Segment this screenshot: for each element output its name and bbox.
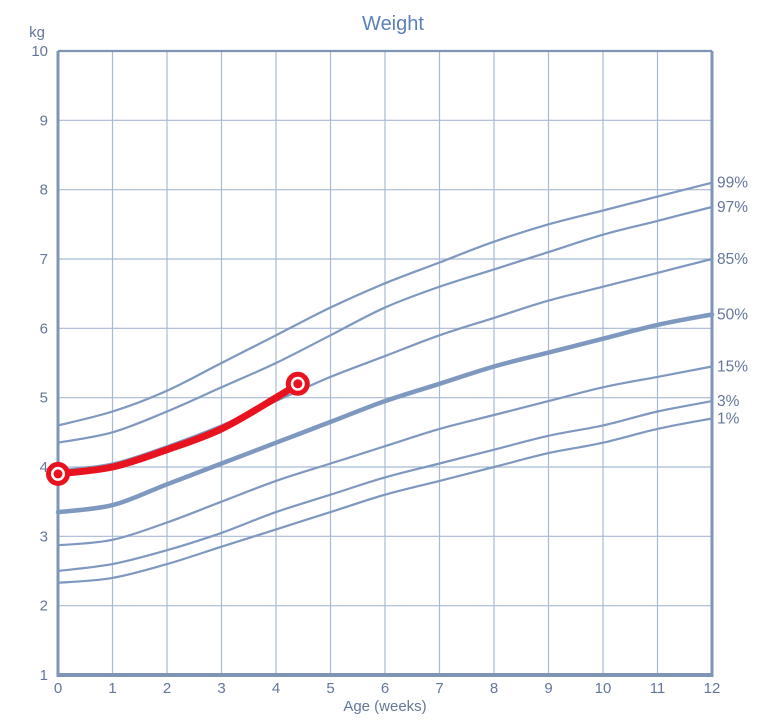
y-tick-label: 9 — [40, 112, 48, 129]
percentile-label-15: 15% — [717, 358, 748, 375]
x-axis-label: Age (weeks) — [343, 698, 426, 715]
patient-weight-line — [54, 380, 302, 478]
y-tick-label: 3 — [40, 528, 48, 545]
x-tick-label: 5 — [326, 680, 334, 697]
x-tick-label: 10 — [595, 680, 612, 697]
percentile-curve-99 — [56, 181, 714, 427]
y-tick-label: 7 — [40, 251, 48, 268]
y-tick-label: 10 — [31, 43, 48, 60]
percentile-label-97: 97% — [717, 199, 748, 216]
x-tick-label: 3 — [217, 680, 225, 697]
y-tick-label: 5 — [40, 390, 48, 407]
x-tick-label: 6 — [381, 680, 389, 697]
x-tick-label: 7 — [435, 680, 443, 697]
y-tick-label: 4 — [40, 459, 48, 476]
percentile-label-1: 1% — [717, 410, 740, 427]
y-axis-unit-label: kg — [29, 24, 45, 41]
y-tick-label: 6 — [40, 320, 48, 337]
percentile-curve-50 — [55, 312, 715, 515]
y-tick-label: 1 — [40, 667, 48, 684]
percentile-label-3: 3% — [717, 393, 740, 410]
x-tick-label: 2 — [163, 680, 171, 697]
y-tick-label: 8 — [40, 182, 48, 199]
percentile-curve-15 — [56, 365, 714, 547]
x-tick-label: 11 — [650, 680, 666, 697]
percentile-curve-3 — [56, 400, 714, 573]
patient-weight-marker-dot — [293, 379, 303, 389]
percentile-label-99: 99% — [717, 175, 748, 192]
x-tick-label: 0 — [54, 680, 62, 697]
percentile-curve-97 — [56, 205, 714, 444]
x-tick-label: 12 — [704, 680, 721, 697]
x-tick-label: 4 — [272, 680, 280, 697]
y-tick-label: 2 — [40, 598, 48, 615]
x-tick-label: 9 — [544, 680, 552, 697]
percentile-curve-1 — [56, 417, 714, 584]
x-tick-label: 8 — [490, 680, 498, 697]
patient-weight-marker-dot — [53, 469, 63, 479]
chart-title: Weight — [362, 13, 424, 35]
x-tick-label: 1 — [108, 680, 116, 697]
percentile-label-50: 50% — [717, 306, 748, 323]
percentile-label-85: 85% — [717, 251, 748, 268]
